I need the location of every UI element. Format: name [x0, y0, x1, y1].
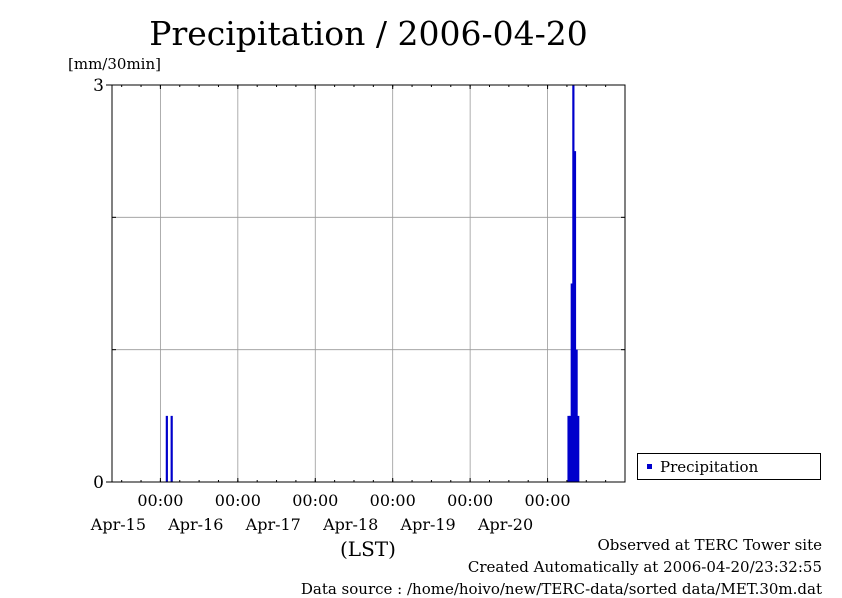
footer-created: Created Automatically at 2006-04-20/23:3…: [467, 558, 822, 576]
x-tick-date-label: Apr-16: [167, 515, 223, 534]
bar-series: [165, 85, 580, 482]
legend: Precipitation: [637, 453, 821, 480]
grid-lines: [112, 85, 625, 482]
x-tick-date-label: Apr-20: [477, 515, 533, 534]
x-tick-date-label: Apr-17: [245, 515, 301, 534]
x-axis-label: (LST): [340, 537, 396, 561]
x-tick-time-label: 00:00: [370, 491, 416, 510]
x-tick-date-label: Apr-19: [400, 515, 456, 534]
y-tick-label: 3: [93, 76, 104, 96]
x-tick-time-label: 00:00: [215, 491, 261, 510]
x-tick-date-label: Apr-15: [90, 515, 146, 534]
x-tick-time-label: 00:00: [447, 491, 493, 510]
y-axis-unit-label: [mm/30min]: [68, 55, 161, 73]
x-tick-time-label: 00:00: [292, 491, 338, 510]
footer-source: Data source : /home/hoivo/new/TERC-data/…: [300, 580, 822, 598]
legend-swatch: [647, 464, 652, 469]
x-tick-date-label: Apr-18: [322, 515, 378, 534]
legend-label: Precipitation: [660, 458, 759, 476]
axis-ticks: 00:00 Apr-15 00:00 Apr-16 00:00 Apr-17 00:00 Ap…: [90, 76, 626, 534]
plot-frame: [111, 84, 626, 483]
footer-observed: Observed at TERC Tower site: [597, 536, 822, 554]
x-tick-time-label: 00:00: [525, 491, 571, 510]
chart-title: Precipitation / 2006-04-20: [149, 14, 588, 53]
y-tick-label: 0: [93, 473, 104, 493]
x-tick-time-label: 00:00: [137, 491, 183, 510]
